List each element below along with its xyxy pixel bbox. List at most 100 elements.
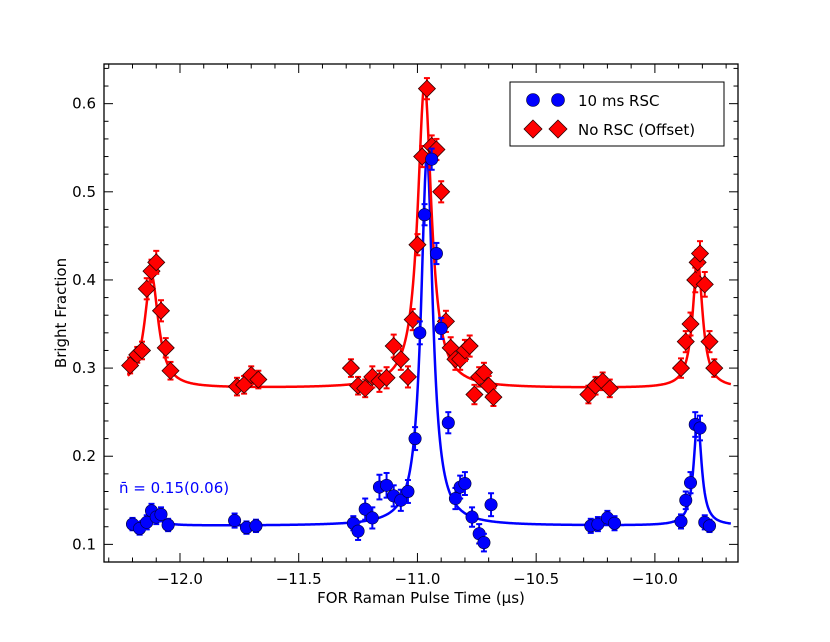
data-point — [703, 518, 717, 534]
data-point — [408, 233, 427, 257]
data-point — [228, 512, 242, 529]
data-point — [351, 521, 365, 541]
data-point — [365, 506, 379, 530]
marker-diamond — [384, 336, 403, 356]
marker-diamond — [408, 235, 427, 254]
x-axis-title: FOR Raman Pulse Time (μs) — [317, 589, 525, 607]
marker-circle — [434, 321, 448, 335]
marker-circle — [154, 507, 168, 521]
data-point — [676, 330, 695, 354]
marker-circle — [401, 484, 415, 498]
data-point — [458, 471, 472, 497]
data-point — [418, 203, 432, 227]
legend-label-10ms-rsc: 10 ms RSC — [578, 92, 659, 110]
data-point — [608, 515, 622, 532]
data-point — [484, 387, 503, 407]
marker-diamond — [484, 388, 503, 407]
data-point — [380, 471, 394, 499]
data-point — [249, 369, 268, 390]
data-point — [161, 517, 175, 533]
marker-circle — [228, 514, 242, 528]
marker-diamond — [700, 332, 719, 351]
data-point — [161, 360, 180, 381]
data-point — [695, 271, 714, 298]
x-tick-label: −11.5 — [276, 570, 322, 588]
legend-frame — [509, 81, 725, 147]
data-point — [417, 77, 437, 101]
data-point — [429, 241, 443, 266]
legend-marker-circle — [551, 93, 565, 107]
data-point — [681, 311, 700, 337]
marker-diamond — [151, 301, 171, 320]
y-tick-label: 0.5 — [72, 183, 96, 201]
marker-diamond — [417, 79, 437, 98]
tick-labels: −12.0 −11.5 −11.0 −10.5 −10.0 0.1 0.2 0.3 0.4 0.5… — [72, 95, 678, 588]
marker-circle — [484, 498, 498, 512]
data-point — [432, 180, 451, 204]
data-point — [137, 277, 156, 301]
x-tick-label: −12.0 — [157, 570, 203, 588]
marker-diamond — [460, 336, 479, 356]
marker-circle — [425, 152, 439, 166]
data-point — [408, 426, 422, 452]
marker-circle — [477, 536, 491, 550]
data-point — [132, 340, 152, 361]
data-point — [591, 516, 605, 533]
marker-diamond — [671, 359, 691, 378]
fit-curve-rsc — [127, 155, 732, 527]
data-point — [477, 532, 491, 553]
marker-diamond — [432, 182, 451, 201]
legend: 10 ms RSC No RSC (Offset) — [509, 81, 725, 147]
marker-circle — [441, 416, 455, 430]
marker-diamond — [356, 379, 375, 398]
marker-diamond — [377, 368, 396, 387]
data-point — [394, 488, 408, 512]
marker-circle — [693, 421, 707, 435]
marker-circle — [684, 476, 698, 490]
marker-circle — [365, 511, 379, 525]
data-point — [156, 337, 175, 359]
data-point — [465, 506, 479, 528]
plot-frame — [103, 63, 739, 563]
marker-diamond — [391, 350, 410, 369]
data-point — [147, 249, 166, 275]
axis-ticks — [104, 64, 738, 563]
marker-diamond — [690, 244, 710, 263]
legend-marker-circle — [526, 93, 540, 107]
marker-diamond — [249, 370, 268, 389]
data-point — [679, 490, 693, 511]
marker-diamond — [398, 367, 418, 386]
marker-circle — [458, 477, 472, 491]
x-tick-label: −10.5 — [513, 570, 559, 588]
marker-diamond — [705, 359, 724, 378]
data-point — [441, 411, 455, 435]
legend-marker-diamond — [523, 119, 543, 139]
legend-label-no-rsc: No RSC (Offset) — [578, 121, 695, 139]
marker-circle — [249, 519, 263, 533]
data-point — [690, 240, 710, 267]
marker-circle — [608, 516, 622, 530]
marker-diamond — [156, 338, 175, 357]
data-point — [460, 334, 479, 358]
marker-circle — [703, 519, 717, 533]
marker-circle — [429, 247, 443, 261]
y-tick-label: 0.4 — [72, 271, 96, 289]
data-point — [484, 492, 498, 518]
nbar-annotation: n̄ = 0.15(0.06) — [119, 479, 229, 497]
data-point — [600, 378, 619, 399]
data-point — [391, 347, 410, 371]
data-point — [239, 520, 253, 535]
y-axis-title: Bright Fraction — [52, 258, 70, 368]
marker-diamond — [147, 253, 166, 272]
data-point — [465, 383, 484, 406]
y-tick-label: 0.1 — [72, 535, 96, 553]
data-point — [434, 316, 448, 341]
marker-circle — [418, 208, 432, 222]
data-point — [403, 308, 422, 332]
legend-marker-diamond — [548, 119, 568, 139]
data-point — [151, 299, 171, 323]
y-tick-label: 0.3 — [72, 359, 96, 377]
data-point — [398, 365, 418, 389]
marker-circle — [413, 326, 427, 340]
